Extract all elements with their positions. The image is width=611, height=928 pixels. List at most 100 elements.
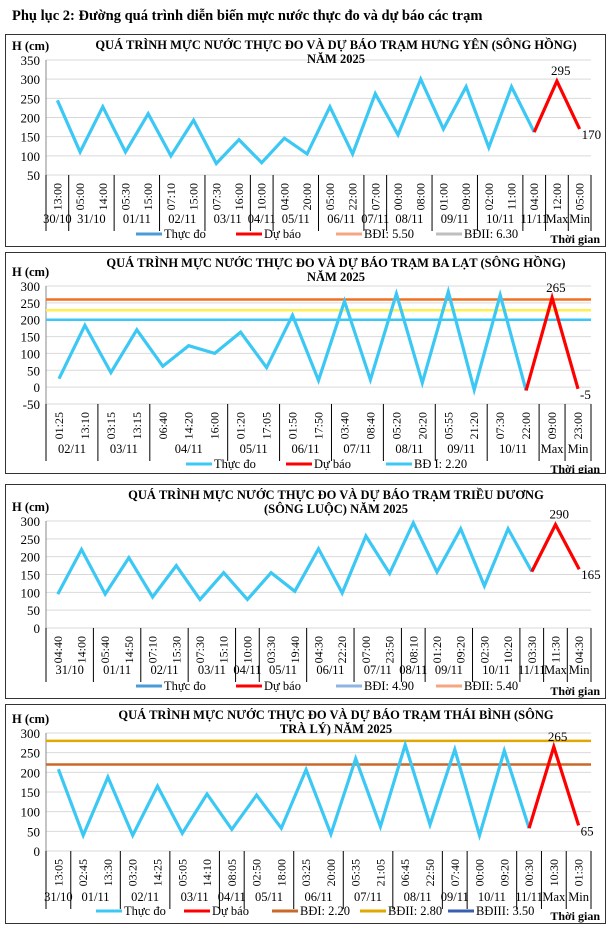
chart-hung-yen: 50 100 150 200 250 300 350 H (cm) QUÁ TRÌNH MỰC …: [5, 34, 606, 247]
legend-item: BĐII: 6.30: [464, 227, 518, 241]
x-tick-label: 05:40: [98, 636, 112, 663]
x-group-label: 31/10: [44, 890, 72, 904]
x-tick-label: 17:50: [312, 412, 326, 439]
chart-trieu-duong: 0 50 100 150 200 250 300 H (cm) QUÁ TRÌNH MỰC NƯ…: [5, 484, 606, 699]
x-group-label: 11/11: [520, 212, 548, 226]
legend-item: BĐII: 2.80: [388, 904, 442, 918]
x-group-label: Min: [569, 212, 591, 226]
x-tick-label: 09:20: [454, 636, 468, 663]
x-tick-label: 05:05: [175, 859, 189, 886]
chart-ba-lat: -50 0 50 100 150 200 250 300 H (cm) QUÁ TRÌNH MỰC…: [5, 252, 606, 474]
x-group-label: Max: [544, 663, 568, 677]
x-tick-label: 01:30: [572, 859, 586, 886]
chart-title: QUÁ TRÌNH MỰC NƯỚC THỰC ĐO VÀ DỰ BÁO TRẠ…: [106, 255, 565, 270]
legend-item: Dự báo: [264, 679, 301, 693]
legend-item: Dự báo: [314, 457, 351, 471]
x-group-label: 05/11: [255, 890, 283, 904]
y-tick-label: 150: [21, 130, 41, 145]
x-group-label: 08/11: [395, 442, 423, 456]
y-tick-label: 300: [21, 279, 41, 294]
x-tick-label: 01:00: [436, 183, 450, 210]
legend-item: BĐIII: 3.50: [476, 904, 534, 918]
y-tick-label: 300: [21, 726, 41, 741]
x-group-label: 02/11: [168, 212, 196, 226]
x-group-label: 07/11: [343, 442, 371, 456]
x-axis-label: Thời gian: [550, 232, 600, 246]
x-tick-label: 03:20: [126, 859, 140, 886]
x-tick-label: 06:40: [156, 412, 170, 439]
x-group-label: 06/11: [316, 663, 344, 677]
y-tick-label: 250: [21, 746, 41, 761]
x-group-label: Max: [545, 212, 569, 226]
y-tick-label: 250: [21, 532, 41, 547]
x-tick-label: 15:10: [217, 636, 231, 663]
x-tick-label: 07:30: [209, 183, 223, 210]
legend-item: Dự báo: [264, 227, 301, 241]
x-tick-label: 08:10: [406, 636, 420, 663]
data-label: -5: [580, 387, 591, 402]
x-tick-label: 04:30: [312, 636, 326, 663]
y-tick-label: 200: [21, 111, 41, 126]
x-tick-label: 07:00: [368, 183, 382, 210]
x-tick-label: 05:35: [349, 859, 363, 886]
x-tick-label: 20:00: [300, 183, 314, 210]
x-tick-label: 08:40: [363, 412, 377, 439]
x-tick-label: 09:20: [497, 859, 511, 886]
x-group-label: 06/11: [327, 212, 355, 226]
x-group-label: 04/11: [175, 442, 203, 456]
y-axis-label: H (cm): [12, 712, 49, 726]
x-tick-label: 02:45: [76, 859, 90, 886]
x-tick-label: 19:40: [288, 636, 302, 663]
y-tick-label: 50: [27, 168, 40, 183]
x-tick-label: 05:20: [389, 412, 403, 439]
chart-title: QUÁ TRÌNH MỰC NƯỚC THỰC ĐO VÀ DỰ BÁO TRẠ…: [95, 37, 576, 52]
chart-title: QUÁ TRÌNH MỰC NƯỚC THỰC ĐO VÀ DỰ BÁO TRẠ…: [128, 487, 544, 502]
data-label: 265: [548, 729, 568, 744]
y-tick-label: 200: [21, 550, 41, 565]
x-tick-label: 09:00: [545, 412, 559, 439]
legend-item: Thực đo: [214, 457, 256, 471]
data-label: 290: [549, 507, 569, 522]
y-tick-label: 0: [34, 380, 41, 395]
x-axis-label: Thời gian: [550, 684, 600, 698]
x-tick-label: 01:50: [286, 412, 300, 439]
y-tick-label: 0: [34, 621, 41, 636]
x-group-label: 03/11: [198, 663, 226, 677]
x-tick-label: 22:00: [519, 412, 533, 439]
y-tick-label: 250: [21, 296, 41, 311]
x-group-label: 10/11: [478, 890, 506, 904]
series-line-forecast: [527, 741, 581, 829]
x-tick-label: 03:25: [299, 859, 313, 886]
x-tick-label: 11:30: [548, 636, 562, 663]
y-tick-label: 100: [21, 346, 41, 361]
x-tick-label: 05:00: [323, 183, 337, 210]
data-label: 170: [582, 127, 602, 142]
series-line-observed: [56, 519, 534, 603]
y-tick-label: 300: [21, 72, 41, 87]
legend-item: Thực đo: [164, 679, 206, 693]
x-tick-label: 22:00: [346, 183, 360, 210]
x-group-label: 31/10: [55, 663, 83, 677]
x-group-label: 03/11: [110, 442, 138, 456]
y-axis-label: H (cm): [12, 500, 49, 514]
x-tick-label: 10:00: [240, 636, 254, 663]
x-tick-label: 12:00: [550, 183, 564, 210]
legend-item: BĐ I: 2.20: [414, 457, 467, 471]
y-tick-label: 100: [21, 149, 41, 164]
series-line-forecast: [532, 77, 582, 133]
x-tick-label: 01:25: [52, 412, 66, 439]
x-group-label: 02/11: [58, 442, 86, 456]
x-tick-label: 02:30: [477, 636, 491, 663]
x-tick-label: 10:00: [255, 183, 269, 210]
x-tick-label: 07:40: [448, 859, 462, 886]
x-group-label: 11/11: [515, 890, 543, 904]
x-tick-label: 20:20: [415, 412, 429, 439]
x-tick-label: 06:45: [398, 859, 412, 886]
x-tick-label: 03:40: [337, 412, 351, 439]
x-tick-label: 14:00: [75, 636, 89, 663]
x-tick-label: 07:30: [193, 636, 207, 663]
x-tick-label: 00:00: [391, 183, 405, 210]
page-title: Phụ lục 2: Đường quá trình diễn biến mực…: [12, 8, 483, 24]
